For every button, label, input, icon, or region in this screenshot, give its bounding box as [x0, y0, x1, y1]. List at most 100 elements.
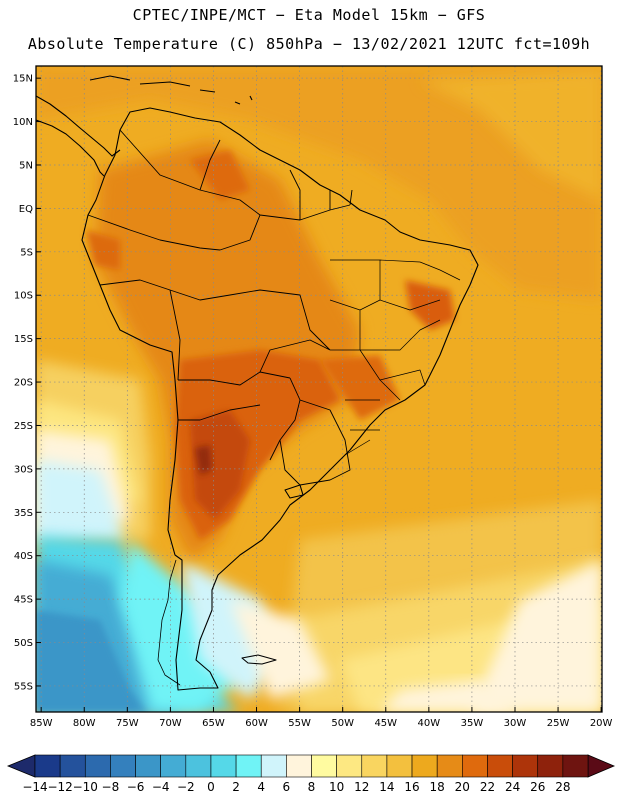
colorbar-label: 20 — [455, 780, 470, 794]
colorbar-label: 16 — [404, 780, 419, 794]
lat-tick-label: 10S — [14, 291, 33, 302]
lon-tick-label: 35W — [461, 718, 484, 729]
lon-tick-label: 55W — [288, 718, 311, 729]
colorbar-swatch — [411, 754, 438, 778]
lon-tick-label: 60W — [245, 718, 268, 729]
country-borders — [87, 129, 353, 486]
lon-tick-label: 50W — [331, 718, 354, 729]
colorbar-swatch — [487, 754, 513, 778]
lat-tick-label: 45S — [14, 595, 33, 606]
lat-tick-label: 15N — [13, 74, 33, 85]
colorbar-swatch — [512, 754, 539, 778]
colorbar-swatch — [59, 754, 86, 778]
temperature-colorbar: −14 −12 −10 −8 −6 −4 −2 0 2 4 6 8 10 12 14 16 18 20 22 24 26… — [6, 754, 616, 794]
colorbar-label: −10 — [73, 780, 98, 794]
colorbar-label: −2 — [177, 780, 195, 794]
lon-tick-label: 30W — [504, 718, 527, 729]
falkland-islands — [241, 654, 277, 665]
lon-tick-label: 25W — [547, 718, 570, 729]
lat-tick-label: 25S — [14, 421, 33, 432]
field-northeast-brazil-22 — [405, 280, 455, 330]
field-venezuela-22 — [190, 150, 250, 200]
colorbar-swatch — [235, 754, 262, 778]
colorbar-swatch — [336, 754, 363, 778]
brazil-state-borders — [329, 259, 461, 456]
colorbar-swatch — [110, 754, 136, 778]
colorbar-label: 0 — [207, 780, 215, 794]
caribbean-islands — [89, 75, 253, 105]
lon-tick-label: 75W — [116, 718, 139, 729]
colorbar-swatch — [34, 754, 61, 778]
central-america-coastline — [36, 95, 121, 177]
colorbar-swatch — [311, 754, 337, 778]
lat-tick-label: 20S — [14, 378, 33, 389]
field-pacific-minus6 — [36, 610, 150, 712]
south-america-coastline — [81, 107, 479, 691]
field-southeast-brazil-22 — [320, 355, 400, 420]
field-land-26 — [195, 445, 212, 475]
latitude-tick-labels: 15N 10N 5N EQ 5S 10S 15S 20S 25S 30S 35S 40S 45S 50S 5… — [13, 74, 41, 692]
colorbar-label: −4 — [152, 780, 170, 794]
colorbar-label: 6 — [283, 780, 291, 794]
field-land-24 — [190, 410, 250, 520]
field-south-atlantic-8b — [380, 680, 520, 712]
colorbar-label: 22 — [480, 780, 495, 794]
lagoon-uruguay — [284, 484, 304, 499]
colorbar-swatch — [537, 754, 564, 778]
colorbar-low-arrow — [6, 754, 36, 778]
map-frame — [35, 65, 603, 713]
field-land-20 — [95, 140, 360, 560]
lat-tick-label: 55S — [14, 681, 33, 692]
field-patagonia-shelf-4 — [180, 560, 280, 700]
colorbar-label: −14 — [22, 780, 47, 794]
lat-tick-label: 5S — [20, 247, 33, 258]
map-subtitle-line-2: Absolute Temperature (C) 850hPa − 13/02/… — [27, 35, 591, 53]
field-south-atlantic-8 — [470, 560, 602, 712]
colorbar-swatch — [135, 754, 161, 778]
lon-tick-label: 20W — [590, 718, 613, 729]
lon-tick-label: 45W — [374, 718, 397, 729]
longitude-tick-labels: 85W 80W 75W 70W 65W 60W 55W 50W 45W 40W 35W 30W 25W 2… — [30, 707, 613, 729]
colorbar-label: 2 — [232, 780, 240, 794]
lat-tick-label: 35S — [14, 508, 33, 519]
lat-tick-label: 30S — [14, 464, 33, 475]
colorbar-swatch — [562, 754, 589, 778]
colorbar-swatch — [260, 754, 287, 778]
field-north-atlantic-cooler — [420, 70, 602, 200]
colorbar-swatch — [462, 754, 488, 778]
field-patagonia-shelf-8 — [230, 600, 330, 700]
lon-tick-label: 70W — [159, 718, 182, 729]
southern-chile-fjords — [157, 559, 181, 686]
map-title-line-1: CPTEC/INPE/MCT − Eta Model 15km − GFS — [132, 6, 486, 24]
colorbar-swatch — [386, 754, 413, 778]
lon-tick-label: 85W — [30, 718, 53, 729]
colorbar-label: −6 — [127, 780, 145, 794]
lon-tick-label: 40W — [418, 718, 441, 729]
colorbar-label: −8 — [102, 780, 120, 794]
field-pacific-4 — [36, 460, 125, 545]
colorbar-label: 26 — [530, 780, 545, 794]
lat-tick-label: 5N — [19, 160, 33, 171]
lat-tick-label: 15S — [14, 334, 33, 345]
colorbar-label: 4 — [257, 780, 265, 794]
field-andes-north-22 — [86, 230, 120, 270]
colorbar-label: 28 — [555, 780, 570, 794]
lat-tick-label: 50S — [14, 638, 33, 649]
lat-tick-label: 10N — [13, 117, 33, 128]
colorbar-label: 12 — [354, 780, 369, 794]
lat-tick-label: EQ — [19, 204, 33, 215]
colorbar-swatch — [160, 754, 187, 778]
field-tropical-warm — [36, 66, 602, 300]
coastlines-and-borders — [36, 75, 479, 691]
lon-tick-label: 65W — [202, 718, 225, 729]
colorbar-label: 18 — [430, 780, 445, 794]
colorbar-label: −12 — [47, 780, 72, 794]
colorbar-swatch — [210, 754, 237, 778]
colorbar-swatch — [361, 754, 388, 778]
lat-tick-label: 40S — [14, 551, 33, 562]
temperature-field — [36, 66, 602, 712]
lon-tick-label: 80W — [73, 718, 96, 729]
colorbar-swatch — [84, 754, 111, 778]
colorbar-swatch — [286, 754, 312, 778]
